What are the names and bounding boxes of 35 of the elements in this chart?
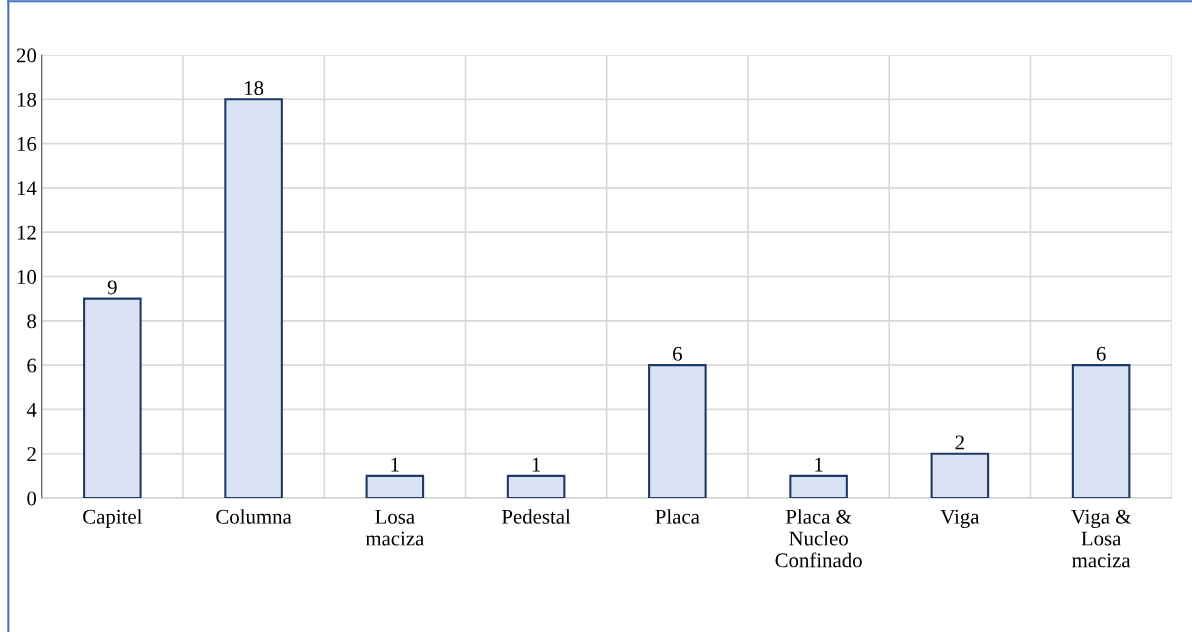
x-tick-label: Placa xyxy=(655,509,700,524)
y-tick-label: 14 xyxy=(17,181,37,196)
data-label: 1 xyxy=(532,457,541,472)
data-label: 9 xyxy=(107,280,117,295)
bar xyxy=(83,297,142,499)
y-tick-label: 20 xyxy=(16,48,37,63)
bar xyxy=(930,452,990,499)
bar xyxy=(648,364,707,499)
y-tick-label: 16 xyxy=(17,137,37,152)
x-tick-label: Pedestal xyxy=(501,509,571,524)
data-label: 6 xyxy=(1096,346,1106,361)
y-tick-label: 2 xyxy=(27,447,36,461)
data-label: 6 xyxy=(673,346,682,361)
bar xyxy=(224,98,283,499)
x-tick-label: Capitel xyxy=(83,509,143,529)
data-label: 18 xyxy=(245,81,264,96)
x-tick-label: Viga & Losa maciza xyxy=(1071,509,1132,568)
y-tick-label: 18 xyxy=(17,92,37,107)
bar xyxy=(365,474,425,499)
y-tick-label: 10 xyxy=(17,269,37,284)
y-tick-label: 12 xyxy=(17,225,36,240)
x-tick-label: Placa & Nucleo Confinado xyxy=(775,509,862,568)
y-tick-label: 4 xyxy=(26,402,37,417)
x-tick-label: Viga xyxy=(940,509,980,529)
data-label: 2 xyxy=(955,435,964,450)
x-tick-label: Losa maciza xyxy=(365,509,425,546)
y-tick-label: 0 xyxy=(27,491,37,506)
data-label: 1 xyxy=(815,457,823,472)
y-tick-label: 6 xyxy=(27,358,37,373)
data-label: 1 xyxy=(391,457,399,472)
x-tick-label: Columna xyxy=(216,509,292,524)
bar xyxy=(789,474,848,499)
bar xyxy=(1071,364,1131,499)
bar xyxy=(506,474,566,499)
y-tick-label: 8 xyxy=(27,314,37,329)
